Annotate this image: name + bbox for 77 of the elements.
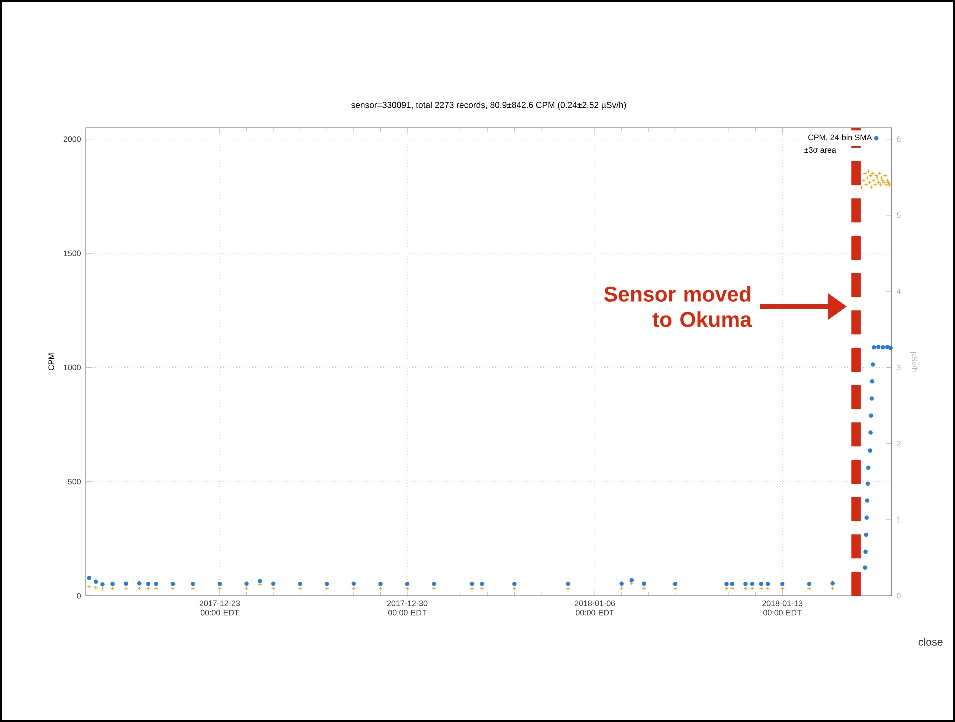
point [869, 414, 874, 418]
y-tick-label: 0 [77, 593, 81, 599]
point [87, 576, 92, 580]
point [218, 582, 222, 586]
point [864, 532, 868, 538]
point [325, 582, 330, 586]
y2-tick-label: 3 [897, 364, 901, 371]
point [566, 582, 570, 586]
x-tick-label: 2017-12-30 00:00 EDT [387, 600, 428, 616]
point [620, 582, 624, 586]
point [870, 362, 876, 367]
y2-tick-label: 2 [897, 441, 901, 447]
point [759, 582, 764, 586]
point [866, 466, 871, 470]
point [730, 582, 735, 586]
y2-tick-label: 0 [897, 593, 901, 599]
point [146, 582, 151, 586]
y-tick-label: 1000 [64, 364, 81, 371]
point [100, 582, 105, 587]
point [512, 582, 517, 586]
point [258, 579, 262, 584]
point [110, 582, 115, 586]
point [244, 582, 249, 586]
point [378, 582, 383, 586]
y-axis-title: CPM [48, 354, 54, 370]
point [432, 582, 436, 586]
x-tick-label: 2018-01-13 00:00 EDT [762, 600, 803, 616]
y2-tick-label: 1 [897, 517, 901, 523]
y-tick-label: 1500 [64, 250, 81, 256]
point [864, 550, 868, 554]
point [868, 430, 873, 435]
point [470, 582, 474, 586]
y2-tick-label: 5 [897, 212, 901, 218]
point [780, 582, 785, 586]
point [750, 582, 755, 586]
point [124, 582, 128, 586]
point [866, 482, 870, 486]
point [876, 345, 881, 350]
point [807, 582, 812, 586]
x-tick-label: 2018-01-06 00:00 EDT [574, 600, 616, 616]
point [724, 582, 729, 586]
x-tick-label: 2017-12-23 00:00 EDT [200, 600, 240, 616]
point [154, 582, 158, 586]
point [870, 396, 874, 401]
y2-tick-label: 4 [896, 288, 901, 294]
point [405, 582, 410, 586]
point [766, 582, 770, 586]
point [830, 582, 835, 586]
point [744, 582, 748, 586]
point [298, 582, 302, 586]
point [673, 582, 678, 586]
point [865, 498, 870, 503]
point [870, 379, 875, 384]
chart-title: sensor=330091, total 2273 records, 80.9±842.6 CPM (0.24±2.52 µSv/h) [352, 102, 626, 110]
point [271, 582, 276, 586]
point [868, 448, 872, 453]
point [885, 345, 890, 350]
y-tick-label: 500 [68, 479, 81, 485]
y2-axis-title: µSv/h [910, 352, 918, 372]
point [137, 582, 142, 586]
point [170, 582, 176, 586]
y-tick-label: 2000 [64, 136, 81, 142]
y2-tick-label: 6 [897, 136, 901, 142]
point [480, 582, 484, 586]
point [863, 566, 868, 570]
point [630, 578, 634, 583]
point [191, 582, 196, 586]
text: close [918, 638, 943, 646]
ref-line-label: Sensor moved to Okuma [604, 286, 752, 328]
point [352, 582, 356, 586]
point [872, 345, 876, 350]
point [880, 345, 886, 350]
point [94, 580, 98, 584]
point [642, 582, 646, 586]
point [864, 516, 870, 520]
annotation: ±3σ area [804, 147, 836, 154]
legend-label: CPM, 24-bin SMA [808, 134, 872, 142]
